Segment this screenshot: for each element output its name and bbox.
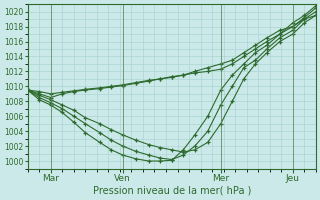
X-axis label: Pression niveau de la mer( hPa ): Pression niveau de la mer( hPa ) [92, 186, 251, 196]
